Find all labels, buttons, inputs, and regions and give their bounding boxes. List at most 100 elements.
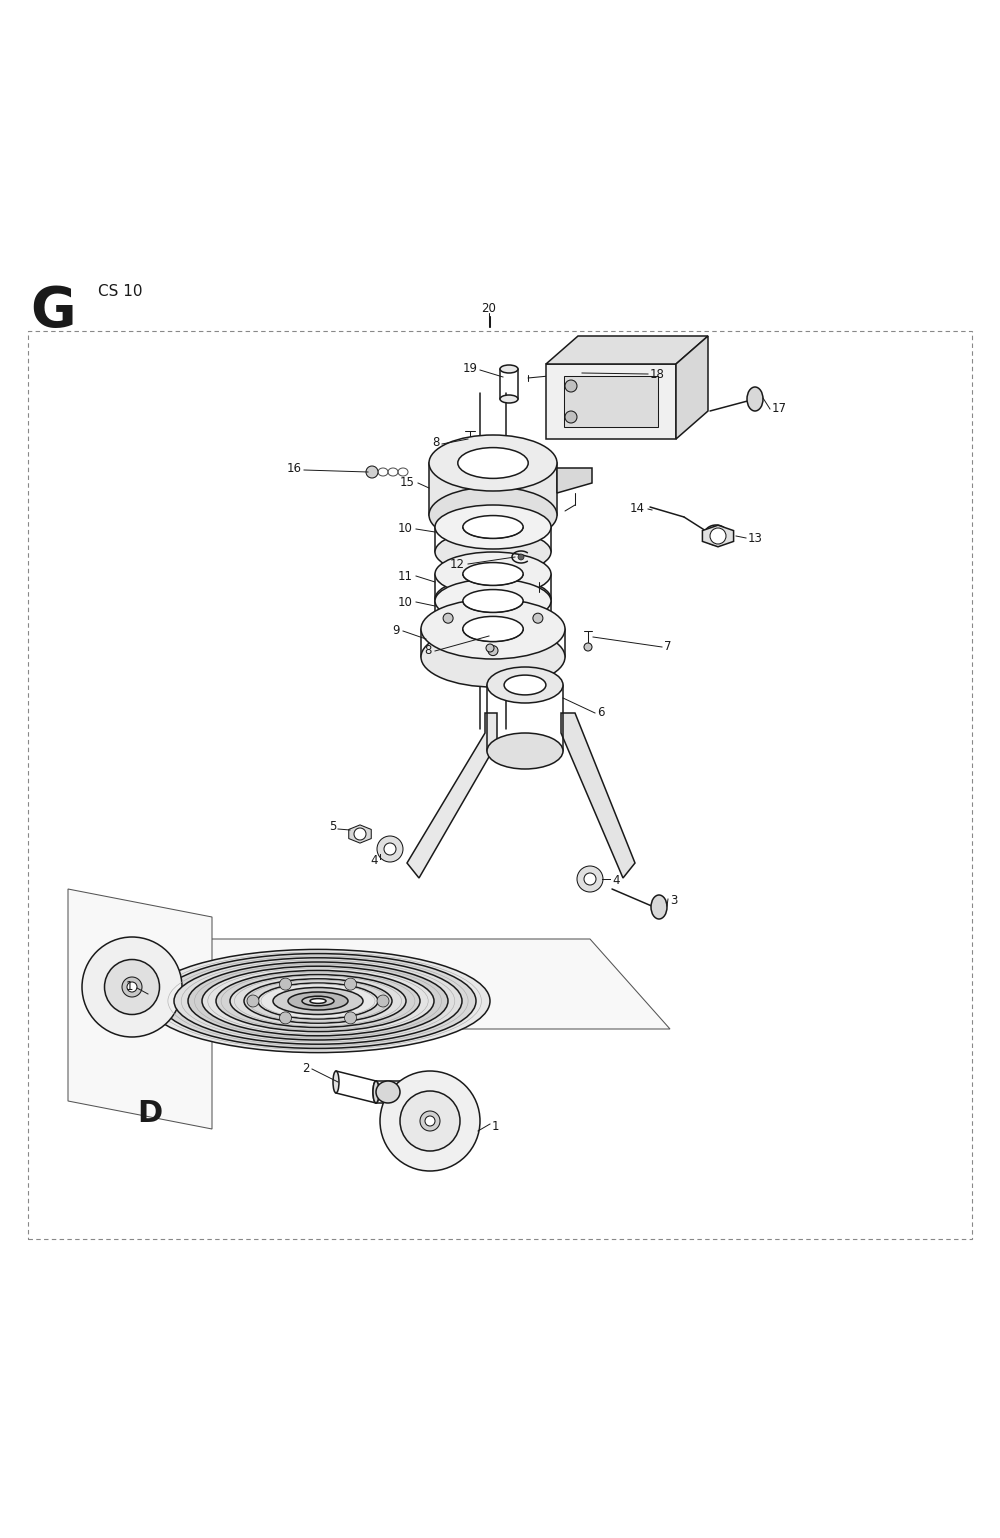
- Text: 5: 5: [329, 820, 336, 834]
- Text: 10: 10: [398, 523, 413, 535]
- Circle shape: [465, 444, 475, 454]
- Ellipse shape: [421, 628, 565, 687]
- Text: 15: 15: [400, 477, 415, 489]
- Text: 3: 3: [670, 895, 677, 907]
- Ellipse shape: [747, 388, 763, 411]
- Ellipse shape: [160, 954, 476, 1049]
- Ellipse shape: [273, 987, 363, 1015]
- Text: CS 10: CS 10: [98, 285, 143, 298]
- Polygon shape: [702, 524, 734, 548]
- Circle shape: [486, 644, 494, 652]
- Polygon shape: [349, 824, 371, 843]
- Ellipse shape: [202, 966, 434, 1035]
- Ellipse shape: [230, 975, 406, 1027]
- Polygon shape: [68, 889, 212, 1129]
- Polygon shape: [561, 714, 635, 878]
- Ellipse shape: [82, 937, 182, 1037]
- Text: 6: 6: [597, 706, 604, 720]
- Circle shape: [122, 977, 142, 997]
- Polygon shape: [546, 335, 708, 365]
- Ellipse shape: [463, 563, 523, 586]
- Circle shape: [533, 614, 543, 623]
- Text: 4: 4: [612, 875, 620, 887]
- Circle shape: [420, 1110, 440, 1130]
- Ellipse shape: [104, 960, 160, 1015]
- Ellipse shape: [188, 961, 448, 1040]
- Ellipse shape: [373, 1081, 379, 1103]
- Circle shape: [425, 1117, 435, 1126]
- Ellipse shape: [302, 997, 334, 1006]
- Polygon shape: [557, 468, 592, 494]
- Text: 13: 13: [748, 532, 763, 546]
- Ellipse shape: [216, 970, 420, 1032]
- Circle shape: [377, 837, 403, 861]
- Text: 1: 1: [126, 980, 134, 992]
- Circle shape: [584, 643, 592, 651]
- Ellipse shape: [244, 978, 392, 1023]
- Circle shape: [577, 866, 603, 892]
- Circle shape: [711, 531, 721, 540]
- Ellipse shape: [310, 998, 326, 1003]
- Text: 1: 1: [492, 1120, 500, 1132]
- Ellipse shape: [174, 958, 462, 1044]
- Circle shape: [488, 646, 498, 655]
- Circle shape: [127, 981, 137, 992]
- Ellipse shape: [504, 675, 546, 695]
- Polygon shape: [676, 335, 708, 438]
- Circle shape: [280, 1012, 292, 1024]
- Text: 19: 19: [463, 363, 478, 375]
- Circle shape: [280, 978, 292, 990]
- Ellipse shape: [435, 578, 551, 623]
- Polygon shape: [90, 940, 670, 1029]
- Ellipse shape: [146, 949, 490, 1052]
- Ellipse shape: [704, 524, 728, 544]
- Ellipse shape: [435, 552, 551, 597]
- Circle shape: [518, 554, 524, 560]
- Ellipse shape: [435, 504, 551, 549]
- Ellipse shape: [463, 515, 523, 538]
- Ellipse shape: [487, 734, 563, 769]
- Ellipse shape: [380, 1070, 480, 1170]
- Text: 4: 4: [370, 855, 378, 867]
- Circle shape: [584, 874, 596, 884]
- Ellipse shape: [500, 395, 518, 403]
- Ellipse shape: [400, 1090, 460, 1150]
- Text: G: G: [30, 285, 76, 338]
- Circle shape: [377, 995, 389, 1007]
- Text: 11: 11: [398, 569, 413, 583]
- Bar: [564, 375, 658, 428]
- Ellipse shape: [258, 983, 378, 1020]
- Polygon shape: [407, 714, 497, 878]
- Ellipse shape: [500, 365, 518, 374]
- Bar: [546, 365, 676, 438]
- Circle shape: [247, 995, 259, 1007]
- Ellipse shape: [373, 1081, 379, 1103]
- Text: 7: 7: [664, 640, 672, 652]
- Text: 12: 12: [450, 557, 465, 571]
- Ellipse shape: [288, 992, 348, 1010]
- Text: 9: 9: [392, 624, 400, 637]
- Circle shape: [344, 1012, 357, 1024]
- Circle shape: [710, 528, 726, 544]
- Circle shape: [366, 466, 378, 478]
- Text: 18: 18: [650, 368, 665, 380]
- Text: 20: 20: [482, 303, 496, 315]
- Text: 17: 17: [772, 403, 787, 415]
- Text: 2: 2: [302, 1063, 310, 1075]
- Ellipse shape: [487, 667, 563, 703]
- Ellipse shape: [333, 1070, 339, 1094]
- Ellipse shape: [463, 617, 523, 641]
- Circle shape: [344, 978, 357, 990]
- Ellipse shape: [421, 598, 565, 658]
- Ellipse shape: [376, 1081, 400, 1103]
- Circle shape: [565, 411, 577, 423]
- Circle shape: [565, 380, 577, 392]
- Text: 14: 14: [630, 503, 645, 515]
- Text: 8: 8: [425, 644, 432, 658]
- Circle shape: [384, 843, 396, 855]
- Ellipse shape: [435, 604, 551, 647]
- Circle shape: [443, 614, 453, 623]
- Text: 8: 8: [433, 437, 440, 449]
- Ellipse shape: [463, 589, 523, 612]
- Ellipse shape: [429, 435, 557, 491]
